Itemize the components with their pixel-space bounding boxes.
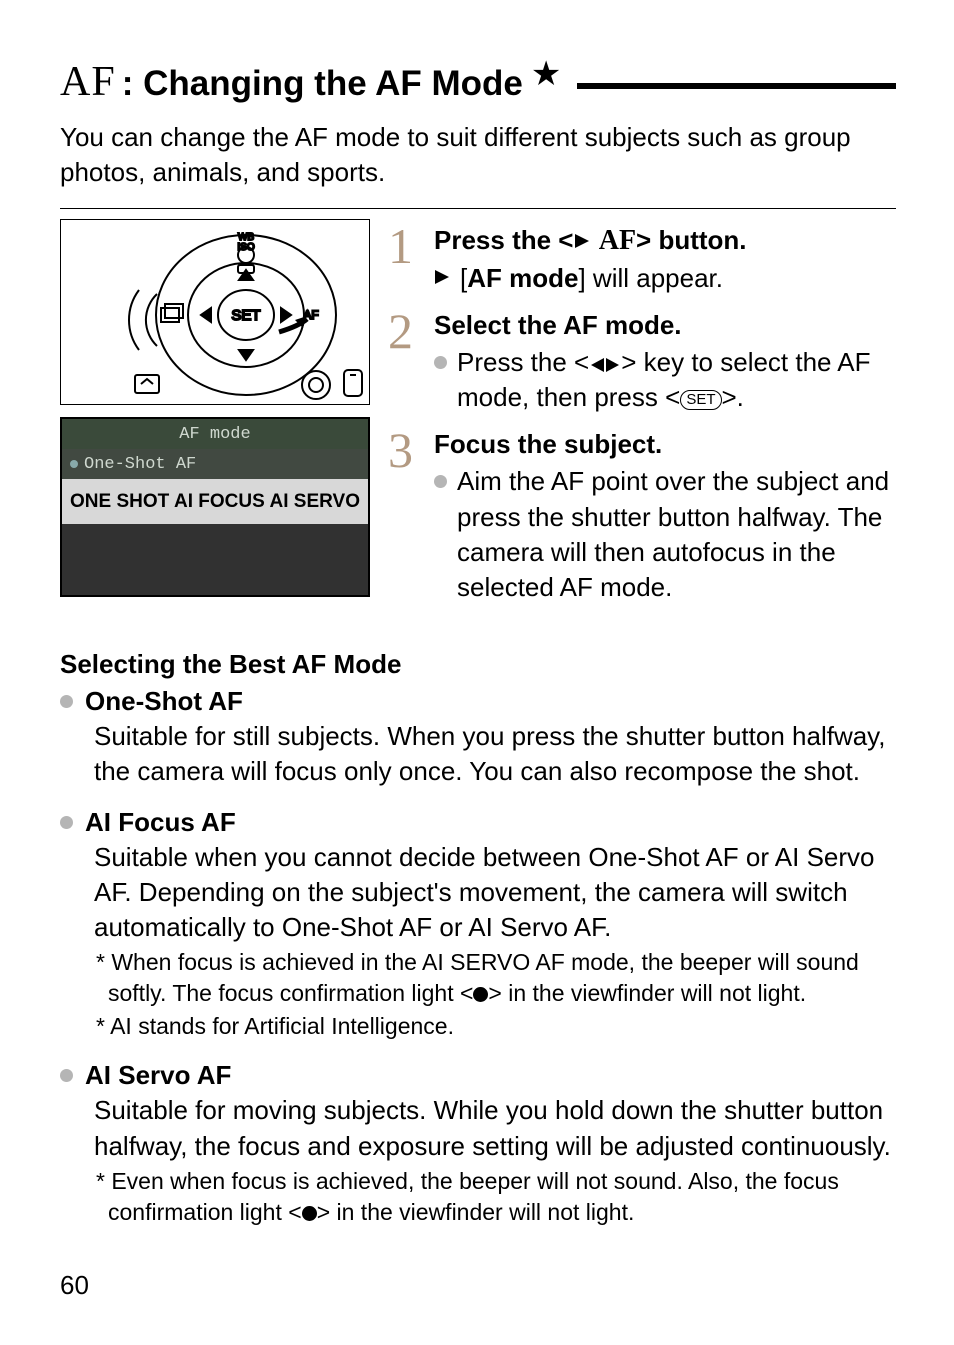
mode-one-shot-title: One-Shot AF <box>85 686 243 717</box>
lcd-menu: AF mode One-Shot AF ONE SHOT AI FOCUS AI… <box>60 417 370 597</box>
circle-bullet-icon <box>434 475 447 488</box>
intro-paragraph: You can change the AF mode to suit diffe… <box>60 120 896 190</box>
step-2-line: Press the <> key to select the AF mode, … <box>434 345 896 415</box>
mode-ai-servo-note-1: * Even when focus is achieved, the beepe… <box>74 1166 896 1228</box>
title-af-glyph: AF <box>60 58 116 106</box>
af-glyph-icon: AF <box>599 225 636 256</box>
mode-ai-servo-title: AI Servo AF <box>85 1060 231 1091</box>
s2-pre: Press the < <box>457 347 589 377</box>
focus-dot-icon <box>302 1206 317 1221</box>
set-button-icon: SET <box>680 390 721 410</box>
svg-text:SET: SET <box>231 307 260 324</box>
right-column: 1 Press the < AF> button. [AF mode] will… <box>388 219 896 619</box>
star-icon: ★ <box>531 54 561 94</box>
lcd-mode-0: ONE SHOT <box>70 491 169 513</box>
step-3-line: Aim the AF point over the subject and pr… <box>434 464 896 604</box>
step-1-title-post: > button. <box>636 225 746 255</box>
circle-bullet-icon <box>60 816 73 829</box>
lcd-selected-label: One-Shot AF <box>84 455 196 474</box>
step-1-title-pre: Press the < <box>434 225 573 255</box>
left-right-key-icon <box>589 356 621 374</box>
mode-one-shot: One-Shot AF Suitable for still subjects.… <box>60 686 896 789</box>
step-2: 2 Select the AF mode. Press the <> key t… <box>388 310 896 417</box>
mode-ai-focus-note-2: * AI stands for Artificial Intelligence. <box>74 1011 896 1042</box>
lcd-bottom-area <box>62 524 368 595</box>
step-1-line: [AF mode] will appear. <box>434 261 896 296</box>
step-3: 3 Focus the subject. Aim the AF point ov… <box>388 429 896 606</box>
step-2-line-text: Press the <> key to select the AF mode, … <box>457 345 896 415</box>
s1-post: ] will appear. <box>578 263 723 293</box>
step-3-number: 3 <box>388 429 420 606</box>
circle-bullet-icon <box>60 695 73 708</box>
page-title-row: AF : Changing the AF Mode ★ <box>60 58 896 106</box>
steps-section: SET ISO WB AF <box>60 219 896 619</box>
mode-ai-focus-note-1: * When focus is achieved in the AI SERVO… <box>74 947 896 1009</box>
mode-ai-focus: AI Focus AF Suitable when you cannot dec… <box>60 807 896 1042</box>
n1-post: > in the viewfinder will not light. <box>488 980 806 1006</box>
circle-bullet-icon <box>434 356 447 369</box>
dial-illustration: SET ISO WB AF <box>60 219 370 405</box>
lcd-modes-row: ONE SHOT AI FOCUS AI SERVO <box>62 479 368 524</box>
step-2-title: Select the AF mode. <box>434 310 896 341</box>
step-1-title: Press the < AF> button. <box>434 225 896 257</box>
s2-post: >. <box>722 382 744 412</box>
svg-text:WB: WB <box>238 232 254 243</box>
left-column: SET ISO WB AF <box>60 219 370 619</box>
arrow-bullet-icon <box>434 269 450 285</box>
page-number: 60 <box>60 1270 89 1301</box>
step-1-number: 1 <box>388 225 420 298</box>
selection-dot-icon <box>70 460 78 468</box>
lcd-mode-1: AI FOCUS <box>174 491 265 513</box>
step-3-line-text: Aim the AF point over the subject and pr… <box>457 464 896 604</box>
step-2-number: 2 <box>388 310 420 417</box>
step-1: 1 Press the < AF> button. [AF mode] will… <box>388 225 896 298</box>
mode-ai-focus-body: Suitable when you cannot decide between … <box>60 840 896 945</box>
mode-ai-servo-body: Suitable for moving subjects. While you … <box>60 1093 896 1163</box>
circle-bullet-icon <box>60 1069 73 1082</box>
divider <box>60 208 896 209</box>
mode-ai-servo: AI Servo AF Suitable for moving subjects… <box>60 1060 896 1227</box>
mode-one-shot-body: Suitable for still subjects. When you pr… <box>60 719 896 789</box>
title-rule <box>577 83 896 89</box>
lcd-mode-2: AI SERVO <box>270 491 360 513</box>
step-1-line-text: [AF mode] will appear. <box>460 261 723 296</box>
section-heading: Selecting the Best AF Mode <box>60 649 896 680</box>
lcd-header: AF mode <box>62 419 368 449</box>
s1-bold: AF mode <box>467 263 578 293</box>
lcd-selected-row: One-Shot AF <box>62 449 368 479</box>
title-text: : Changing the AF Mode <box>122 64 523 104</box>
n3-post: > in the viewfinder will not light. <box>317 1199 635 1225</box>
focus-dot-icon <box>473 987 488 1002</box>
step-3-title: Focus the subject. <box>434 429 896 460</box>
mode-ai-focus-title: AI Focus AF <box>85 807 236 838</box>
